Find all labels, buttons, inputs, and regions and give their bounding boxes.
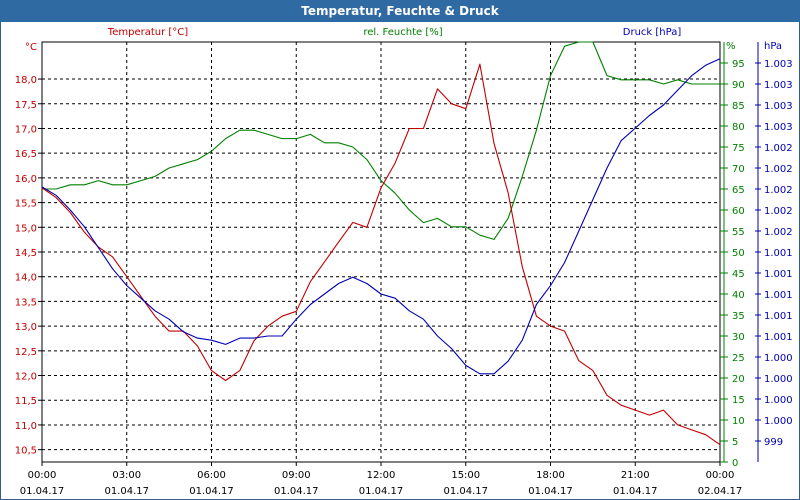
pressure-tick-label: 1.002 — [764, 227, 793, 238]
pressure-tick-label: 1.000 — [764, 353, 793, 364]
pressure-tick-label: 1.002 — [764, 206, 793, 217]
humidity-tick-label: 30 — [732, 332, 745, 343]
humidity-tick-label: 45 — [732, 269, 745, 280]
pressure-series-line — [41, 58, 721, 375]
chart-title: Temperatur, Feuchte & Druck — [0, 0, 800, 22]
axes — [38, 41, 761, 466]
humidity-tick-label: 0 — [732, 458, 738, 469]
pressure-unit-label: hPa — [764, 41, 782, 52]
humidity-tick-label: 95 — [732, 59, 745, 70]
humidity-unit-label: % — [726, 41, 736, 52]
humidity-tick-label: 50 — [732, 248, 745, 259]
pressure-tick-label: 1.002 — [764, 185, 793, 196]
x-tick-label-time: 21:00 — [621, 470, 650, 481]
humidity-tick-label: 65 — [732, 185, 745, 196]
temp-tick-label: 14,5 — [15, 248, 37, 259]
humidity-tick-label: 75 — [732, 143, 745, 154]
x-tick-label-date: 01.04.17 — [189, 486, 234, 497]
humidity-series-line — [42, 41, 720, 240]
temp-tick-label: 17,0 — [15, 124, 37, 135]
pressure-tick-label: 1.003 — [764, 80, 793, 91]
temp-tick-label: 12,0 — [15, 372, 37, 383]
temp-unit-label: °C — [25, 42, 37, 53]
axis-labels: 00:00 01.04.17 03:00 01.04.17 06:00 01.04.17 0… — [15, 27, 793, 497]
temp-tick-label: 15,0 — [15, 223, 37, 234]
humidity-tick-label: 25 — [732, 353, 745, 364]
pressure-tick-label: 1.003 — [764, 59, 793, 70]
legend-pressure: Druck [hPa] — [623, 27, 682, 38]
legend-temperature: Temperatur [°C] — [107, 27, 188, 38]
x-tick-label-date: 01.04.17 — [274, 486, 319, 497]
temp-tick-label: 16,0 — [15, 174, 37, 185]
grid — [42, 42, 720, 462]
x-tick-label-time: 06:00 — [197, 470, 226, 481]
pressure-tick-label: 1.000 — [764, 416, 793, 427]
x-tick-label-date: 01.04.17 — [104, 486, 149, 497]
humidity-tick-label: 20 — [732, 374, 745, 385]
temp-tick-label: 16,5 — [15, 149, 37, 160]
x-tick-label-date: 01.04.17 — [443, 486, 488, 497]
temp-tick-label: 10,5 — [15, 446, 37, 457]
temp-tick-label: 12,5 — [15, 347, 37, 358]
humidity-tick-label: 35 — [732, 311, 745, 322]
x-tick-label-date: 01.04.17 — [359, 486, 404, 497]
pressure-tick-label: 1.001 — [764, 290, 793, 301]
temp-tick-label: 15,5 — [15, 199, 37, 210]
temperature-series-line — [41, 63, 721, 446]
pressure-tick-label: 999 — [764, 437, 783, 448]
x-tick-label-date: 01.04.17 — [20, 486, 65, 497]
pressure-tick-label: 1.001 — [764, 269, 793, 280]
temp-tick-label: 14,0 — [15, 273, 37, 284]
humidity-tick-label: 90 — [732, 80, 745, 91]
humidity-tick-label: 85 — [732, 101, 745, 112]
temp-tick-label: 11,0 — [15, 421, 37, 432]
x-tick-label-time: 12:00 — [367, 470, 396, 481]
x-tick-label-time: 18:00 — [536, 470, 565, 481]
series-lines — [41, 41, 721, 446]
pressure-tick-label: 1.002 — [764, 143, 793, 154]
x-tick-label-time: 03:00 — [112, 470, 141, 481]
temp-tick-label: 13,5 — [15, 297, 37, 308]
legend-humidity: rel. Feuchte [%] — [363, 27, 442, 38]
x-tick-label-date: 01.04.17 — [613, 486, 658, 497]
temp-tick-label: 17,5 — [15, 100, 37, 111]
temp-tick-label: 11,5 — [15, 396, 37, 407]
x-tick-label-time: 00:00 — [706, 470, 735, 481]
pressure-tick-label: 1.000 — [764, 374, 793, 385]
humidity-tick-label: 5 — [732, 437, 738, 448]
pressure-tick-label: 1.000 — [764, 395, 793, 406]
x-tick-label-date: 01.04.17 — [528, 486, 573, 497]
pressure-tick-label: 1.003 — [764, 122, 793, 133]
humidity-tick-label: 60 — [732, 206, 745, 217]
pressure-tick-label: 1.001 — [764, 248, 793, 259]
temp-tick-label: 13,0 — [15, 322, 37, 333]
x-tick-label-time: 09:00 — [282, 470, 311, 481]
pressure-tick-label: 1.001 — [764, 332, 793, 343]
pressure-tick-label: 1.002 — [764, 164, 793, 175]
humidity-tick-label: 40 — [732, 290, 745, 301]
humidity-tick-label: 55 — [732, 227, 745, 238]
x-tick-label-time: 15:00 — [451, 470, 480, 481]
humidity-tick-label: 10 — [732, 416, 745, 427]
x-tick-label-time: 00:00 — [28, 470, 57, 481]
x-tick-label-date: 02.04.17 — [698, 486, 743, 497]
humidity-tick-label: 15 — [732, 395, 745, 406]
humidity-tick-label: 70 — [732, 164, 745, 175]
humidity-tick-label: 80 — [732, 122, 745, 133]
pressure-tick-label: 1.003 — [764, 101, 793, 112]
temp-tick-label: 18,0 — [15, 75, 37, 86]
pressure-tick-label: 1.001 — [764, 311, 793, 322]
